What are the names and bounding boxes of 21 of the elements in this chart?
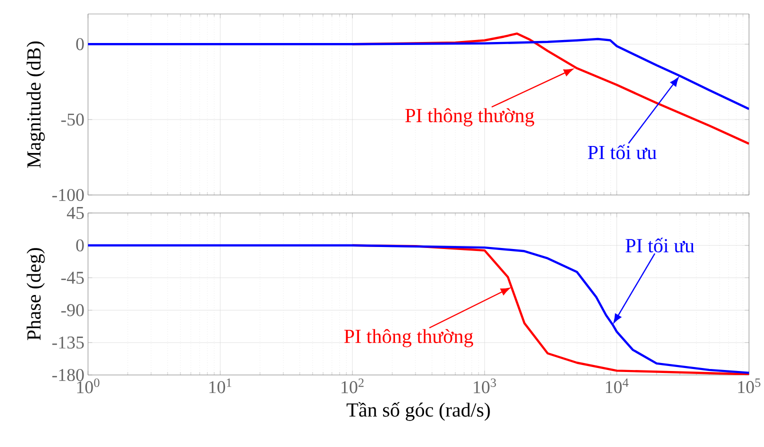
y-tick-label: 45 xyxy=(66,206,84,219)
annotation: PI thông thường xyxy=(405,108,534,126)
y-tick-label: -90 xyxy=(61,304,84,316)
annotation: PI tối ưu xyxy=(588,144,657,160)
y-tick-label: 0 xyxy=(76,38,84,50)
x-tick-label: 10$^{1}$ xyxy=(209,378,232,394)
y-tick-label: -45 xyxy=(61,272,84,284)
y-axis-title: Phase (deg) xyxy=(26,248,45,340)
x-tick-label: 10$^{5}$ xyxy=(738,378,760,394)
y-tick-label: -180 xyxy=(52,368,84,382)
y-tick-label: -100 xyxy=(52,188,84,202)
x-tick-label: 10$^{3}$ xyxy=(474,378,496,394)
x-tick-label: 10$^{2}$ xyxy=(342,378,364,394)
y-tick-label: -135 xyxy=(52,336,84,349)
x-axis-title: Tần số góc (rad/s) xyxy=(346,402,490,421)
annotation: PI thông thường xyxy=(344,329,474,348)
x-tick-label: 10$^{4}$ xyxy=(606,378,628,394)
y-tick-label: -50 xyxy=(61,114,84,126)
annotation: PI tối ưu xyxy=(626,238,694,252)
y-axis-title: Magnitude (dB) xyxy=(26,41,45,168)
y-tick-label: 0 xyxy=(76,239,84,252)
